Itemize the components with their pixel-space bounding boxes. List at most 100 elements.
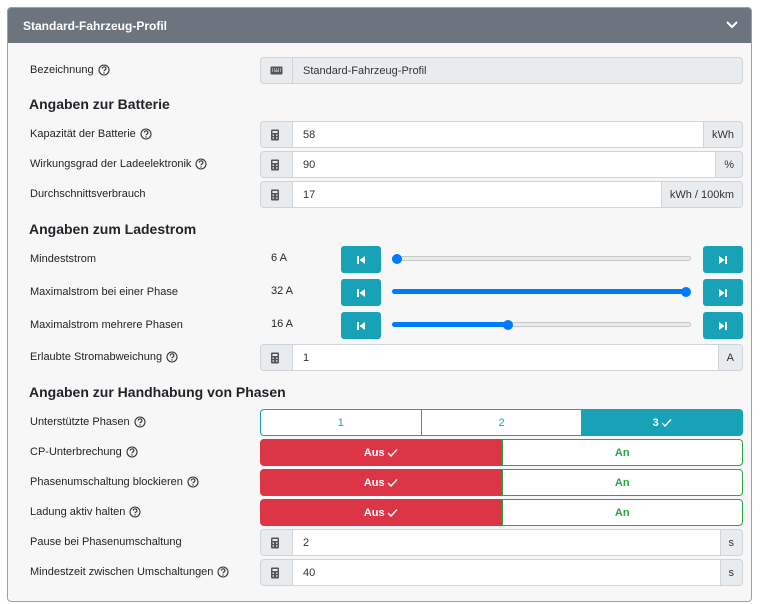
phase-option[interactable]: 2: [421, 409, 583, 436]
slider-value: 6 A: [271, 252, 287, 264]
input-group: 17 kWh / 100km: [260, 181, 743, 208]
input-prefix: [260, 181, 293, 208]
calculator-icon: [271, 129, 279, 140]
label-text: Erlaubte Stromabweichung: [30, 351, 163, 363]
help-icon: [195, 158, 207, 170]
decrease-button[interactable]: [341, 246, 381, 273]
calculator-icon: [271, 567, 279, 578]
help-icon: [217, 566, 229, 578]
increase-button[interactable]: [703, 279, 743, 306]
increase-button[interactable]: [703, 246, 743, 273]
input-field[interactable]: 90: [293, 151, 717, 178]
field-label: Unterstützte Phasen: [30, 414, 146, 430]
slider-thumb[interactable]: [392, 254, 402, 264]
check-icon: [387, 508, 398, 517]
option-text: An: [614, 446, 630, 459]
label-text: Kapazität der Batterie: [30, 128, 136, 140]
calculator-icon: [271, 189, 279, 200]
field-label: Mindeststrom: [30, 251, 96, 267]
check-icon: [661, 418, 672, 427]
collapse-icon[interactable]: [726, 20, 738, 30]
toggle-group: Aus An: [260, 469, 743, 496]
label-text: Ladung aktiv halten: [30, 506, 126, 518]
field-label: Durchschnittsverbrauch: [30, 186, 146, 202]
calculator-icon: [271, 159, 279, 170]
label-text: Wirkungsgrad der Ladeelektronik: [30, 158, 192, 170]
label-text: Maximalstrom mehrere Phasen: [30, 319, 183, 331]
card-header[interactable]: Standard-Fahrzeug-Profil: [8, 8, 751, 43]
toggle-option[interactable]: An: [501, 499, 743, 526]
input-field[interactable]: 17: [293, 181, 662, 208]
option-text: 1: [337, 416, 344, 429]
field-label: CP-Unterbrechung: [30, 444, 138, 460]
slider-value: 32 A: [271, 285, 294, 297]
label-text: Unterstützte Phasen: [30, 416, 130, 428]
skip-back-icon: [357, 255, 365, 264]
input-prefix: [260, 559, 293, 586]
help-icon: [129, 506, 141, 518]
skip-forward-icon: [719, 288, 727, 297]
help-icon: [98, 64, 110, 76]
field-label: Erlaubte Stromabweichung: [30, 349, 178, 365]
decrease-button[interactable]: [341, 312, 381, 339]
section-title: Angaben zum Ladestrom: [29, 221, 197, 237]
input-field: Standard-Fahrzeug-Profil: [293, 57, 743, 84]
input-field[interactable]: 1: [293, 344, 719, 371]
field-label: Mindestzeit zwischen Umschaltungen: [30, 564, 229, 580]
field-label: Kapazität der Batterie: [30, 126, 152, 142]
input-unit: s: [720, 529, 743, 556]
option-text: An: [614, 506, 630, 519]
increase-button[interactable]: [703, 312, 743, 339]
option-text: 3: [652, 416, 659, 429]
toggle-option[interactable]: Aus: [260, 469, 502, 496]
section-title: Angaben zur Batterie: [29, 96, 170, 112]
decrease-button[interactable]: [341, 279, 381, 306]
input-prefix: [260, 121, 293, 148]
input-group: 90%: [260, 151, 743, 178]
input-field[interactable]: 2: [293, 529, 721, 556]
calculator-icon: [271, 352, 279, 363]
label-text: Mindeststrom: [30, 253, 97, 265]
input-unit: kWh / 100km: [661, 181, 743, 208]
field-label: Maximalstrom mehrere Phasen: [30, 317, 183, 333]
skip-back-icon: [357, 321, 365, 330]
slider-value: 16 A: [271, 318, 294, 330]
label-text: Pause bei Phasenumschaltung: [30, 536, 182, 548]
help-icon: [126, 446, 138, 458]
section-title: Angaben zur Handhabung von Phasen: [29, 384, 286, 400]
toggle-option[interactable]: An: [501, 469, 743, 496]
slider-thumb[interactable]: [681, 287, 691, 297]
toggle-option[interactable]: An: [501, 439, 743, 466]
slider-thumb[interactable]: [503, 320, 514, 330]
phase-option[interactable]: 3: [582, 409, 744, 436]
input-group: 40 s: [260, 559, 743, 586]
phase-option[interactable]: 1: [260, 409, 422, 436]
label-text: Mindestzeit zwischen Umschaltungen: [30, 566, 214, 578]
option-text: 2: [498, 416, 505, 429]
card-title: Standard-Fahrzeug-Profil: [23, 19, 168, 33]
phase-button-group: 1 2 3: [260, 409, 744, 436]
help-icon: [134, 416, 146, 428]
slider-fill: [392, 322, 509, 327]
label-text: Maximalstrom bei einer Phase: [30, 286, 178, 298]
field-label: Maximalstrom bei einer Phase: [30, 284, 178, 300]
profile-card: Standard-Fahrzeug-Profil Bezeichnung Stan…: [7, 7, 752, 602]
toggle-option[interactable]: Aus: [260, 439, 502, 466]
field-label: Bezeichnung: [30, 62, 110, 78]
toggle-group: Aus An: [260, 439, 743, 466]
input-group: 58 kWh: [260, 121, 743, 148]
input-field[interactable]: 40: [293, 559, 721, 586]
input-prefix: [260, 344, 293, 371]
toggle-option[interactable]: Aus: [260, 499, 502, 526]
field-label: Pause bei Phasenumschaltung: [30, 534, 182, 550]
label-text: Phasenumschaltung blockieren: [30, 476, 183, 488]
input-unit: kWh: [704, 121, 743, 148]
input-field[interactable]: 58: [293, 121, 704, 148]
field-label: Ladung aktiv halten: [30, 504, 141, 520]
option-text: An: [614, 476, 630, 489]
field-label: Phasenumschaltung blockieren: [30, 474, 199, 490]
option-text: Aus: [363, 476, 385, 489]
